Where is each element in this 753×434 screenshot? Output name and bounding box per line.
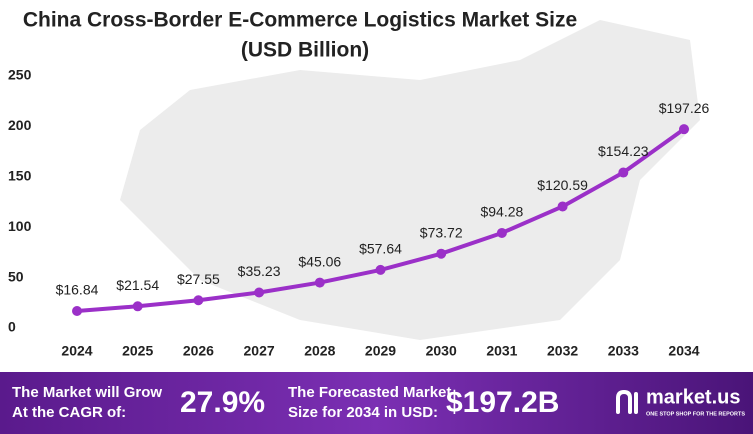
value-label: $94.28 — [480, 204, 523, 220]
x-tick-label: 2030 — [426, 343, 457, 359]
value-label: $27.55 — [177, 271, 220, 287]
y-tick-label: 200 — [8, 117, 32, 133]
brand-name: market.us — [646, 386, 741, 408]
cagr-text: At the CAGR of: — [12, 404, 126, 421]
chart-subtitle: (USD Billion) — [241, 39, 369, 62]
y-tick-label: 50 — [8, 268, 24, 284]
x-tick-label: 2032 — [547, 343, 578, 359]
x-tick-label: 2024 — [61, 343, 92, 359]
brand-logo — [616, 389, 638, 414]
y-tick-label: 100 — [8, 218, 32, 234]
value-label: $73.72 — [420, 224, 463, 240]
x-tick-label: 2028 — [304, 343, 335, 359]
map-background — [120, 20, 700, 340]
x-tick-label: 2026 — [183, 343, 214, 359]
footer-band — [0, 372, 753, 434]
chart-title: China Cross-Border E-Commerce Logistics … — [23, 9, 577, 32]
x-tick-label: 2033 — [608, 343, 639, 359]
cagr-value: 27.9% — [180, 386, 265, 419]
cagr-text: The Market will Grow — [12, 384, 162, 401]
value-label: $120.59 — [537, 177, 588, 193]
x-tick-label: 2031 — [486, 343, 517, 359]
y-tick-label: 0 — [8, 319, 16, 335]
point — [436, 248, 447, 259]
y-tick-label: 150 — [8, 168, 32, 184]
point — [375, 264, 386, 275]
x-tick-label: 2025 — [122, 343, 153, 359]
point — [618, 167, 629, 178]
forecast-value: $197.2B — [446, 386, 559, 419]
point — [193, 295, 204, 306]
y-tick-label: 250 — [8, 67, 32, 83]
value-label: $16.84 — [56, 282, 99, 298]
point — [132, 301, 143, 312]
point — [254, 287, 265, 298]
value-label: $57.64 — [359, 241, 402, 257]
value-label: $197.26 — [659, 100, 710, 116]
brand-tagline: ONE STOP SHOP FOR THE REPORTS — [646, 411, 745, 417]
point — [72, 306, 82, 317]
x-tick-label: 2027 — [244, 343, 275, 359]
value-label: $45.06 — [298, 253, 341, 269]
value-label: $35.23 — [238, 263, 281, 279]
value-label: $154.23 — [598, 143, 649, 159]
forecast-text: Size for 2034 in USD: — [288, 404, 438, 421]
point — [557, 201, 568, 212]
point — [679, 124, 689, 135]
x-tick-label: 2034 — [668, 343, 699, 359]
point — [496, 227, 507, 238]
x-tick-label: 2029 — [365, 343, 396, 359]
forecast-text: The Forecasted Market — [288, 384, 451, 401]
value-label: $21.54 — [116, 277, 159, 293]
point — [314, 277, 325, 288]
